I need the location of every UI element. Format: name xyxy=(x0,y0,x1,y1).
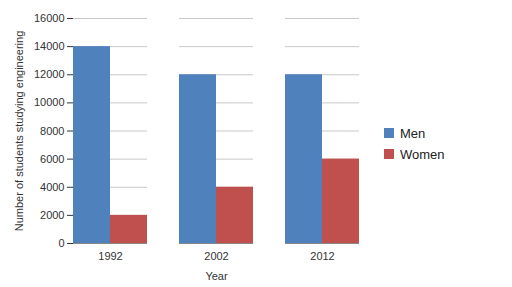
svg-text:Year: Year xyxy=(205,270,228,282)
svg-text:6000: 6000 xyxy=(40,153,64,165)
html-text:Women: Women xyxy=(400,146,445,162)
svg-text:2000: 2000 xyxy=(40,209,64,221)
svg-text:8000: 8000 xyxy=(40,125,64,137)
svg-text:14000: 14000 xyxy=(34,40,65,52)
svg-text:4000: 4000 xyxy=(40,181,64,193)
svg-text:1992: 1992 xyxy=(98,250,122,262)
svg-text:2002: 2002 xyxy=(204,250,228,262)
svg-text:Number of students studying en: Number of students studying engineering xyxy=(13,31,25,232)
svg-text:12000: 12000 xyxy=(34,68,65,80)
svg-text:0: 0 xyxy=(58,237,64,249)
svg-text:2012: 2012 xyxy=(310,250,334,262)
html-text:Men: Men xyxy=(400,125,426,141)
svg-text:10000: 10000 xyxy=(34,96,65,108)
svg-text:16000: 16000 xyxy=(34,12,65,24)
